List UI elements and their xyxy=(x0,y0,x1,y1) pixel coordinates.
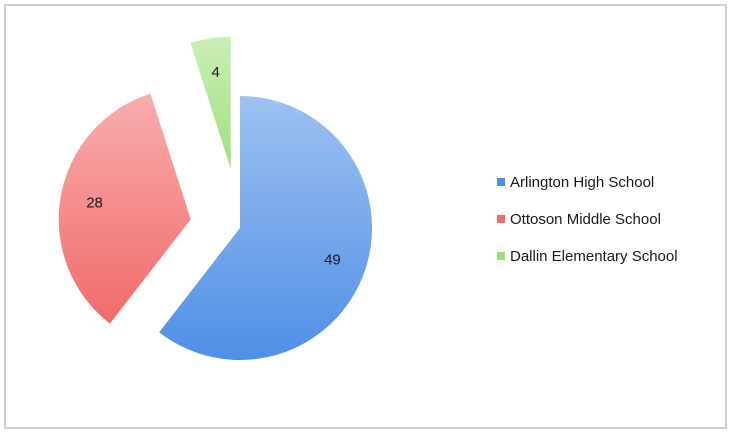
legend-swatch-arlington-high-school xyxy=(497,178,505,186)
pie-slices xyxy=(58,36,372,360)
legend-swatch-dallin-elementary-school xyxy=(497,252,505,260)
legend: Arlington High School Ottoson Middle Scho… xyxy=(497,174,678,265)
pie-data-labels: 49 28 4 xyxy=(86,64,341,268)
pie-slice-arlington-high-school xyxy=(159,96,372,360)
data-label-arlington-high-school: 49 xyxy=(324,252,341,269)
pie-slice-dallin-elementary-school xyxy=(190,36,231,169)
pie-slice-ottoson-middle-school xyxy=(58,93,191,324)
legend-entry-ottoson-middle-school: Ottoson Middle School xyxy=(510,211,661,228)
data-label-ottoson-middle-school: 28 xyxy=(86,194,103,211)
legend-entry-arlington-high-school: Arlington High School xyxy=(510,174,654,191)
legend-entry-dallin-elementary-school: Dallin Elementary School xyxy=(510,248,678,265)
data-label-dallin-elementary-school: 4 xyxy=(211,64,219,81)
legend-swatch-ottoson-middle-school xyxy=(497,215,505,223)
